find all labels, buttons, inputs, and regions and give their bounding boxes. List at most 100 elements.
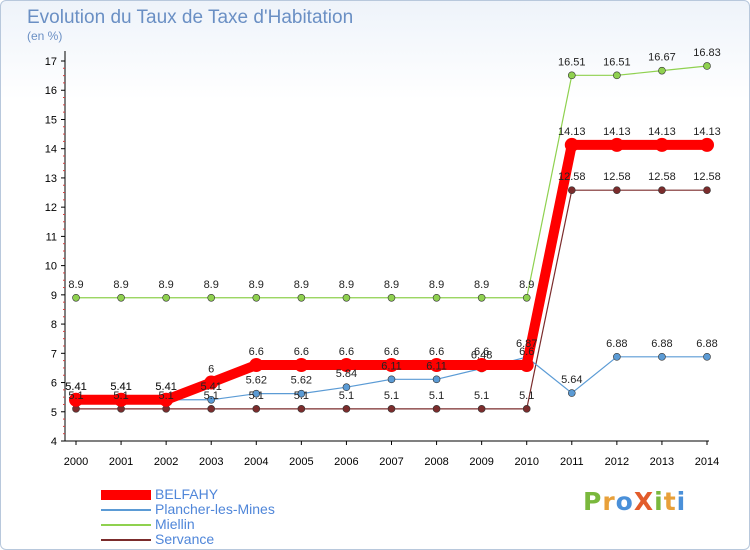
data-point-miellin	[117, 293, 125, 302]
data-label-servance: 5.1	[429, 390, 444, 402]
x-tick-label: 2001	[109, 456, 133, 468]
x-tick-label: 2005	[289, 456, 313, 468]
chart-subtitle: (en %)	[27, 29, 63, 43]
legend-label-servance: Servance	[155, 531, 215, 547]
data-point-servance	[703, 186, 711, 194]
x-tick-label: 2012	[605, 456, 629, 468]
logo-letter: r	[602, 487, 616, 516]
data-point-servance	[252, 405, 261, 413]
legend-item-belfahy: BELFAHY	[101, 487, 275, 502]
data-label-belfahy: 6	[208, 364, 214, 376]
data-label-plancher-les-mines: 5.41	[65, 381, 86, 393]
data-label-miellin: 8.9	[249, 279, 264, 291]
data-label-miellin: 8.9	[113, 279, 128, 291]
x-tick-label: 2010	[514, 456, 538, 468]
data-point-belfahy	[654, 137, 669, 152]
x-tick-label: 2006	[334, 456, 358, 468]
x-tick-label: 2011	[560, 456, 584, 468]
data-point-plancher-les-mines	[252, 389, 261, 398]
logo-letter: i	[676, 487, 687, 516]
data-point-miellin	[432, 293, 441, 302]
data-label-servance: 5.1	[68, 390, 83, 402]
logo-letter: i	[654, 487, 664, 516]
data-label-miellin: 8.9	[204, 279, 219, 291]
y-tick-label: 8	[51, 319, 57, 331]
data-label-plancher-les-mines: 5.41	[201, 381, 222, 393]
data-point-servance	[387, 405, 396, 413]
data-label-plancher-les-mines: 6.87	[516, 338, 537, 350]
data-label-servance: 12.58	[558, 171, 586, 183]
data-point-miellin	[342, 293, 351, 302]
y-tick-label: 7	[51, 348, 57, 360]
data-point-miellin	[613, 71, 621, 80]
data-point-servance	[207, 405, 216, 413]
data-point-belfahy	[384, 358, 399, 372]
legend-label-miellin: Miellin	[155, 516, 195, 532]
data-label-miellin: 8.9	[384, 279, 399, 291]
data-point-servance	[658, 186, 666, 194]
legend-swatch-belfahy	[101, 489, 151, 500]
data-label-servance: 12.58	[693, 171, 721, 183]
data-point-belfahy	[69, 392, 83, 407]
data-label-servance: 5.1	[249, 390, 264, 402]
data-label-miellin: 8.9	[68, 279, 83, 291]
y-tick-label: 13	[45, 173, 57, 185]
legend-swatch-miellin	[101, 523, 151, 526]
data-point-belfahy	[339, 358, 354, 372]
data-label-plancher-les-mines: 6.88	[696, 338, 717, 350]
data-label-belfahy: 14.13	[693, 126, 721, 138]
data-label-servance: 5.1	[294, 390, 309, 402]
logo-letter: t	[663, 487, 677, 516]
data-label-miellin: 8.9	[474, 279, 489, 291]
y-tick-label: 14	[45, 144, 57, 156]
x-tick-label: 2014	[695, 456, 719, 468]
y-tick-label: 4	[51, 436, 57, 448]
data-point-belfahy	[564, 137, 579, 152]
data-label-belfahy: 5.41	[155, 381, 176, 393]
data-label-servance: 5.1	[113, 390, 128, 402]
data-label-miellin: 16.51	[558, 56, 586, 68]
x-tick-label: 2004	[244, 456, 268, 468]
data-label-belfahy: 6.6	[249, 346, 264, 358]
x-tick-label: 2000	[64, 456, 88, 468]
data-label-belfahy: 6.6	[519, 346, 534, 358]
data-label-servance: 12.58	[648, 171, 676, 183]
logo-letter: P	[583, 487, 603, 516]
data-label-miellin: 8.9	[429, 279, 444, 291]
data-point-servance	[342, 405, 351, 413]
data-label-miellin: 8.9	[519, 279, 534, 291]
data-label-belfahy: 14.13	[558, 126, 586, 138]
data-label-belfahy: 6.6	[294, 346, 309, 358]
y-tick-label: 12	[45, 202, 57, 214]
data-label-plancher-les-mines: 6.88	[651, 338, 672, 350]
data-point-belfahy	[249, 358, 264, 372]
data-label-plancher-les-mines: 5.41	[155, 381, 176, 393]
data-label-plancher-les-mines: 5.41	[110, 381, 131, 393]
data-point-miellin	[252, 293, 261, 302]
data-label-belfahy: 5.41	[65, 381, 86, 393]
data-label-servance: 5.1	[519, 390, 534, 402]
x-tick-label: 2013	[650, 456, 674, 468]
data-point-plancher-les-mines	[613, 353, 621, 361]
data-point-miellin	[477, 293, 486, 302]
x-tick-label: 2002	[154, 456, 178, 468]
data-point-plancher-les-mines	[387, 375, 396, 384]
data-point-servance	[297, 405, 306, 413]
data-point-belfahy	[294, 358, 309, 372]
data-label-miellin: 16.67	[648, 52, 676, 64]
data-point-miellin	[387, 293, 396, 302]
legend-swatch-servance	[101, 538, 151, 541]
data-point-plancher-les-mines	[297, 389, 306, 398]
data-label-miellin: 8.9	[158, 279, 173, 291]
data-label-belfahy: 5.41	[110, 381, 131, 393]
data-label-servance: 5.1	[204, 390, 219, 402]
data-point-miellin	[162, 293, 170, 302]
data-label-plancher-les-mines: 5.62	[291, 375, 312, 387]
data-point-plancher-les-mines	[207, 395, 216, 404]
data-label-belfahy: 6.6	[384, 346, 399, 358]
data-point-miellin	[522, 293, 531, 302]
data-label-miellin: 16.51	[603, 56, 631, 68]
data-label-servance: 5.1	[339, 390, 354, 402]
data-label-belfahy: 14.13	[603, 126, 631, 138]
